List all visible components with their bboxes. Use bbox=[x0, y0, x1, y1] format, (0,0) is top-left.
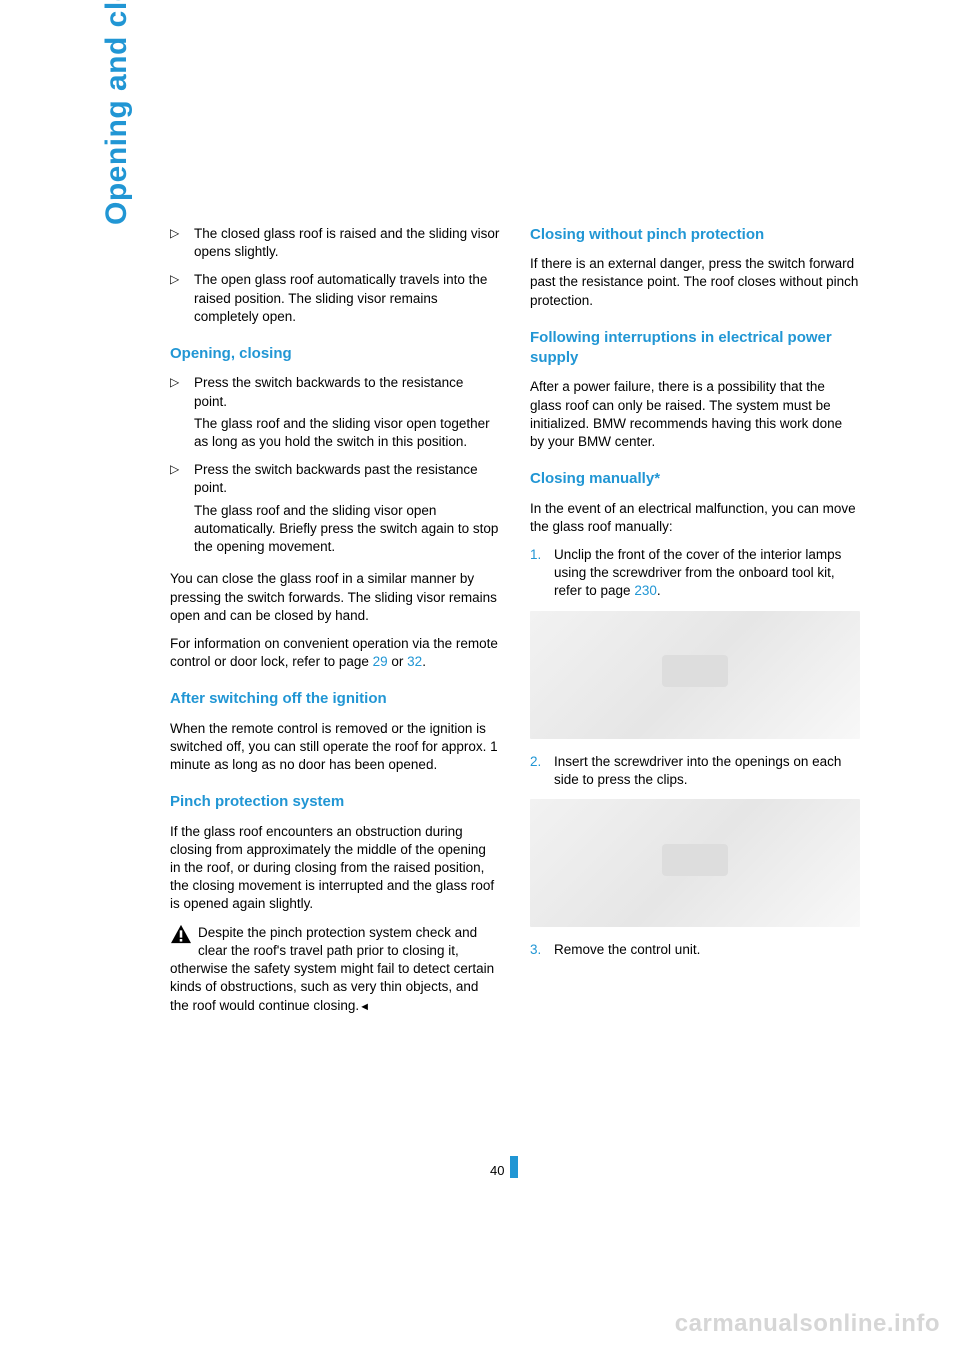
list-item: 3. Remove the control unit. bbox=[530, 941, 860, 959]
page-ref-link[interactable]: 29 bbox=[373, 654, 388, 669]
manual-close-steps: 1. Unclip the front of the cover of the … bbox=[530, 546, 860, 601]
list-item: The open glass roof automatically travel… bbox=[170, 271, 500, 326]
body-para: For information on convenient operation … bbox=[170, 635, 500, 671]
text-span: Unclip the front of the cover of the int… bbox=[554, 547, 841, 598]
side-tab-title: Opening and closing bbox=[100, 0, 134, 225]
page-content: The closed glass roof is raised and the … bbox=[170, 225, 860, 1025]
heading-pinch-protection: Pinch protection system bbox=[170, 792, 500, 812]
text-span: . bbox=[657, 583, 661, 598]
step-number: 1. bbox=[530, 546, 541, 564]
page-ref-link[interactable]: 230 bbox=[634, 583, 657, 598]
text-span: Remove the control unit. bbox=[554, 942, 700, 957]
heading-after-ignition: After switching off the ignition bbox=[170, 689, 500, 709]
body-para: If the glass roof encounters an obstruct… bbox=[170, 823, 500, 914]
warning-text: Despite the pinch protection system chec… bbox=[170, 925, 494, 1013]
body-para: If there is an external danger, press th… bbox=[530, 255, 860, 310]
text-span: Insert the screwdriver into the openings… bbox=[554, 754, 841, 787]
end-mark-icon: ◄ bbox=[359, 1001, 370, 1013]
warning-icon bbox=[170, 924, 192, 944]
list-item: Press the switch backwards past the resi… bbox=[170, 461, 500, 556]
heading-closing-no-pinch: Closing without pinch protection bbox=[530, 225, 860, 245]
figure-screwdriver-clips bbox=[530, 799, 860, 927]
list-item: The closed glass roof is raised and the … bbox=[170, 225, 500, 261]
heading-closing-manually: Closing manually* bbox=[530, 469, 860, 489]
manual-close-steps: 2. Insert the screwdriver into the openi… bbox=[530, 753, 860, 789]
list-item-main: Press the switch backwards to the resist… bbox=[194, 375, 463, 408]
body-para: You can close the glass roof in a simila… bbox=[170, 570, 500, 625]
text-span: For information on convenient operation … bbox=[170, 636, 498, 669]
list-item-main: Press the switch backwards past the resi… bbox=[194, 462, 478, 495]
body-para: In the event of an electrical malfunctio… bbox=[530, 500, 860, 536]
heading-power-interrupt: Following interruptions in electrical po… bbox=[530, 328, 860, 369]
list-item: 2. Insert the screwdriver into the openi… bbox=[530, 753, 860, 789]
list-item: Press the switch backwards to the resist… bbox=[170, 374, 500, 451]
left-column: The closed glass roof is raised and the … bbox=[170, 225, 500, 1025]
page-ref-link[interactable]: 32 bbox=[407, 654, 422, 669]
body-para: After a power failure, there is a possib… bbox=[530, 378, 860, 451]
list-item-sub: The glass roof and the sliding visor ope… bbox=[194, 415, 500, 451]
body-para: When the remote control is removed or th… bbox=[170, 720, 500, 775]
heading-opening-closing: Opening, closing bbox=[170, 344, 500, 364]
figure-interior-lamp-cover bbox=[530, 611, 860, 739]
manual-close-steps: 3. Remove the control unit. bbox=[530, 941, 860, 959]
step-number: 3. bbox=[530, 941, 541, 959]
page-number: 40 bbox=[490, 1163, 504, 1178]
text-span: . bbox=[422, 654, 426, 669]
page-marker-icon bbox=[510, 1156, 518, 1178]
list-item-sub: The glass roof and the sliding visor ope… bbox=[194, 502, 500, 557]
opening-closing-list: Press the switch backwards to the resist… bbox=[170, 374, 500, 556]
step-number: 2. bbox=[530, 753, 541, 771]
page-number-block: 40 bbox=[490, 1156, 518, 1178]
warning-block: Despite the pinch protection system chec… bbox=[170, 924, 500, 1015]
right-column: Closing without pinch protection If ther… bbox=[530, 225, 860, 1025]
watermark-text: carmanualsonline.info bbox=[675, 1310, 940, 1338]
list-item: 1. Unclip the front of the cover of the … bbox=[530, 546, 860, 601]
intro-bullets: The closed glass roof is raised and the … bbox=[170, 225, 500, 326]
text-span: or bbox=[388, 654, 408, 669]
